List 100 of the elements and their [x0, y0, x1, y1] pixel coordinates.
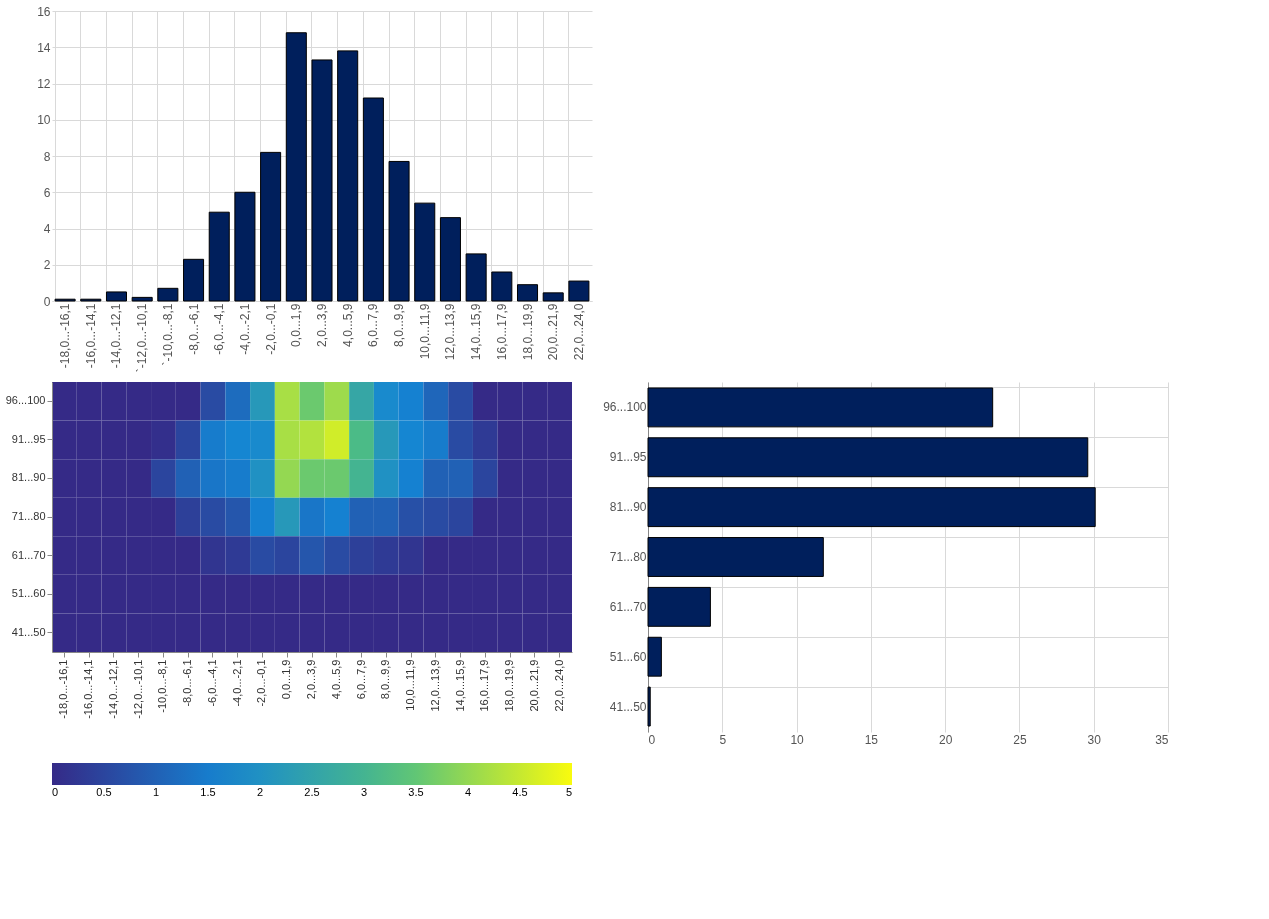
color-bar-label: 2	[256, 786, 264, 798]
x-tick-label: 6,0...7,9	[354, 659, 367, 700]
color-bar-label: 2.5	[304, 786, 320, 798]
x-tick-label: 16,0...17,9	[494, 303, 509, 361]
bar	[183, 258, 205, 302]
y-tick-label: 91...95	[11, 432, 46, 445]
y-tick-label: 81...90	[11, 471, 46, 484]
bar	[439, 217, 461, 302]
x-tick-label: 10,0...11,9	[404, 659, 417, 711]
x-tick-label: 8,0...9,9	[379, 659, 392, 700]
x-tick-label: -12,0...-10,1	[131, 659, 144, 719]
x-tick-label: 0,0...1,9	[289, 303, 304, 347]
bar	[105, 291, 127, 302]
bar	[542, 292, 564, 302]
y-tick-label: 2	[43, 258, 51, 273]
x-tick-label: -14,0...-12,1	[109, 303, 124, 369]
x-tick-label: 8,0...9,9	[392, 303, 407, 347]
y-tick-label: 61...70	[11, 548, 46, 561]
x-tick-label: -16,0...-14,1	[83, 303, 98, 369]
x-tick-label: 2,0...3,9	[305, 659, 317, 700]
bar	[362, 97, 384, 302]
bar	[568, 280, 590, 302]
y-tick-label: 12	[37, 77, 51, 91]
y-tick-label: 41...50	[609, 699, 647, 714]
y-tick-label: 4	[43, 222, 51, 236]
x-tick-label: -14,0...-12,1	[106, 659, 119, 719]
bar	[311, 59, 333, 302]
x-tick-label: 20,0...21,9	[527, 659, 540, 712]
x-tick-label: 22,0...24,0	[571, 303, 586, 361]
x-tick-label: 30	[1087, 732, 1102, 747]
x-tick-label: 6,0...7,9	[366, 303, 381, 347]
x-tick-label: -4,0...-2,1	[230, 659, 243, 707]
bar	[465, 253, 487, 302]
x-tick-label: -8,0...-6,1	[186, 303, 201, 355]
color-bar-label: 3.5	[408, 786, 424, 798]
color-bar-label: 4	[464, 786, 472, 798]
x-tick-label: -18,0...-16,1	[58, 303, 73, 369]
y-tick-label: 91...95	[609, 450, 647, 465]
x-tick-label: 10	[790, 732, 805, 747]
x-tick-label: -6,0...-4,1	[205, 659, 218, 707]
x-tick-label: -10,0...-8,1	[156, 659, 169, 713]
x-tick-label: 12,0...13,9	[443, 303, 458, 361]
x-tick-label: -2,0...-0,1	[255, 659, 268, 707]
y-tick-label: 51...60	[609, 649, 647, 664]
bar	[208, 211, 230, 302]
bar	[337, 50, 359, 302]
color-bar-label: 1.5	[200, 786, 216, 798]
y-tick-label: 14	[37, 40, 51, 55]
x-tick-label: `-12,0...-10,1	[135, 303, 150, 373]
y-tick-label: 81...90	[609, 500, 647, 515]
x-tick-label: -16,0...-14,1	[82, 659, 95, 719]
bar	[131, 296, 153, 302]
x-tick-label: -2,0...-0,1	[263, 303, 278, 355]
bar	[285, 32, 307, 302]
x-tick-label: 16,0...17,9	[478, 659, 491, 712]
x-tick-label: 20	[938, 732, 953, 747]
bar	[388, 160, 410, 302]
x-tick-label: 14,0...15,9	[453, 659, 466, 712]
y-tick-label: 16	[37, 4, 51, 19]
x-tick-label: -18,0...-16,1	[57, 659, 70, 719]
x-tick-label: 2,0...3,9	[315, 303, 329, 347]
x-tick-label: 22,0...24,0	[552, 659, 565, 712]
x-tick-label: 10,0...11,9	[417, 303, 432, 360]
bar	[414, 202, 436, 302]
x-tick-label: 12,0...13,9	[428, 659, 441, 712]
bar	[157, 287, 179, 302]
y-tick-label: 10	[37, 113, 51, 128]
color-bar-label: 0	[52, 786, 59, 798]
color-bar-label: 1	[152, 786, 160, 798]
x-tick-label: 4,0...5,9	[340, 303, 355, 347]
bar	[234, 191, 256, 302]
x-tick-label: 4,0...5,9	[329, 659, 342, 700]
bar	[260, 151, 282, 302]
y-tick-label: 51...60	[11, 587, 46, 600]
y-tick-label: 96...100	[5, 394, 46, 407]
x-tick-label: -4,0...-2,1	[237, 303, 252, 355]
x-tick-label: 0,0...1,9	[280, 659, 293, 700]
color-bar-label: 4.5	[512, 786, 528, 798]
bar	[491, 271, 513, 302]
x-tick-label: 18,0...19,9	[520, 303, 535, 361]
x-tick-label: 35	[1155, 732, 1169, 747]
x-tick-label: 5	[719, 732, 727, 747]
y-tick-label: 61...70	[609, 599, 647, 614]
y-tick-label: 8	[43, 149, 51, 164]
x-tick-label: -8,0...-6,1	[181, 659, 194, 707]
y-tick-label: 6	[43, 185, 51, 200]
bar	[517, 284, 539, 302]
y-tick-label: 96...100	[603, 400, 647, 415]
x-tick-label: 18,0...19,9	[503, 659, 516, 712]
y-tick-label: 71...80	[609, 550, 647, 564]
x-tick-label: 20,0...21,9	[546, 303, 561, 361]
x-tick-label: 15	[864, 732, 879, 747]
y-tick-label: 71...80	[11, 510, 46, 522]
color-bar-label: 3	[360, 786, 368, 798]
y-tick-label: 41...50	[11, 625, 46, 638]
x-tick-label: -6,0...-4,1	[212, 303, 227, 355]
x-tick-label: 14,0...15,9	[469, 303, 484, 361]
color-bar-label: 5	[565, 786, 572, 798]
x-tick-label: 25	[1013, 732, 1027, 747]
x-tick-label: `-10,0...-8,1	[160, 303, 175, 366]
